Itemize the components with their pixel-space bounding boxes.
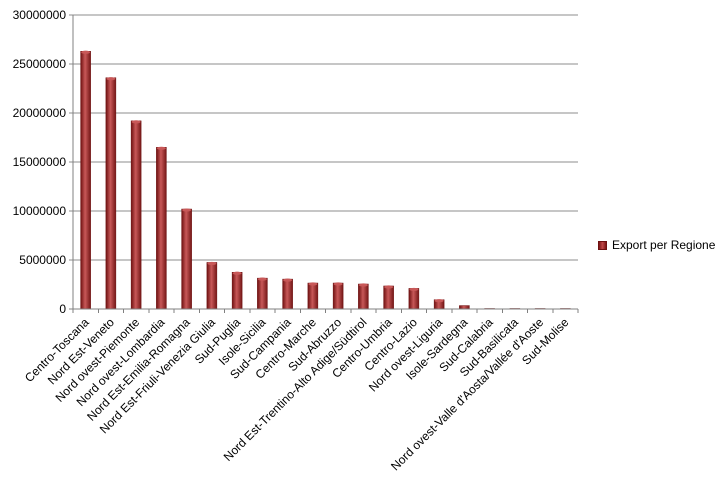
bar xyxy=(332,282,344,310)
bar xyxy=(307,282,319,310)
bars xyxy=(80,50,571,310)
y-tick-label: 10000000 xyxy=(13,204,67,218)
bar xyxy=(130,120,142,310)
bar-cap xyxy=(283,278,293,282)
y-tick-label: 0 xyxy=(59,302,66,316)
bar xyxy=(383,285,394,310)
legend: Export per Regione xyxy=(598,238,715,252)
bar-cap xyxy=(333,282,343,286)
y-tick-label: 25000000 xyxy=(13,57,67,71)
bar-cap xyxy=(207,261,217,266)
bar-cap xyxy=(434,299,444,303)
gridlines xyxy=(69,14,578,310)
y-tick-label: 5000000 xyxy=(19,253,66,267)
bar xyxy=(181,208,192,310)
y-tick-label: 30000000 xyxy=(13,8,67,22)
bar-cap xyxy=(106,77,116,81)
y-tick-label: 20000000 xyxy=(13,106,67,120)
bar xyxy=(156,147,167,310)
bar-cap xyxy=(308,282,318,286)
bar xyxy=(105,77,117,310)
bar-cap xyxy=(358,283,368,287)
bar xyxy=(282,278,293,310)
bar-cap xyxy=(409,287,419,292)
y-axis-tick-labels: 0 5000000 10000000 15000000 20000000 25000000… xyxy=(13,8,67,316)
bar-cap xyxy=(131,120,141,124)
axes xyxy=(69,15,579,313)
bar xyxy=(459,305,470,310)
bar-cap xyxy=(156,146,166,150)
bar-cap xyxy=(81,50,91,54)
y-tick-label: 15000000 xyxy=(13,155,67,169)
legend-label: Export per Regione xyxy=(612,238,716,252)
bar-cap xyxy=(182,208,192,212)
bar xyxy=(408,288,420,310)
bar xyxy=(80,51,91,310)
bar xyxy=(231,272,243,310)
bar-cap xyxy=(384,285,394,289)
bar xyxy=(206,262,218,310)
bar-cap xyxy=(232,271,242,275)
bar xyxy=(358,283,369,310)
bar-cap xyxy=(257,277,267,281)
legend-swatch xyxy=(598,240,607,250)
bar xyxy=(257,277,268,310)
